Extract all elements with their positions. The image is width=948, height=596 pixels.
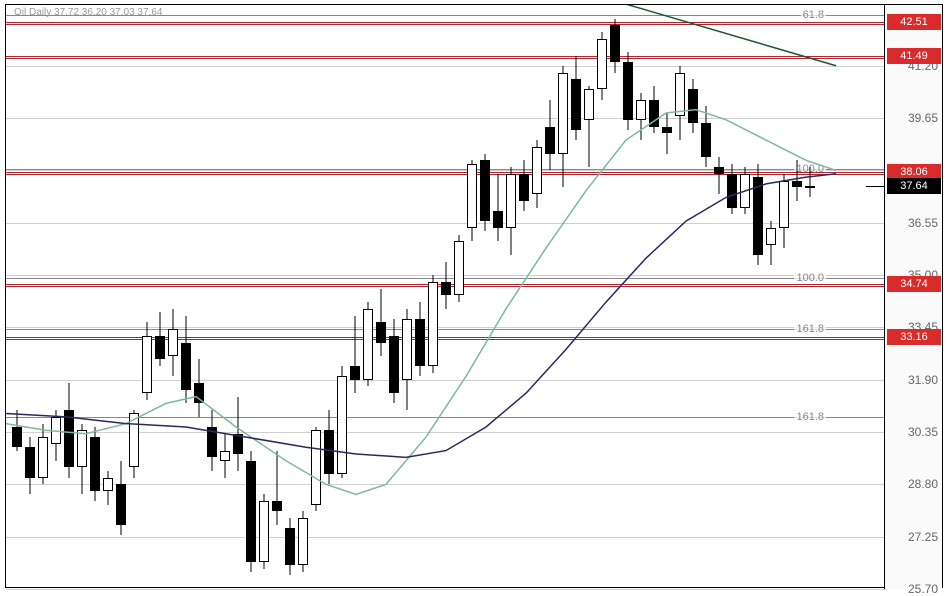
candle	[532, 5, 542, 589]
candle	[38, 5, 48, 589]
chart-area[interactable]: 61.8100.0100.0161.8161.8	[6, 5, 886, 589]
candle	[103, 5, 113, 589]
candle	[116, 5, 126, 589]
candle	[324, 5, 334, 589]
candle	[623, 5, 633, 589]
candle	[571, 5, 581, 589]
candle	[194, 5, 204, 589]
candle	[805, 5, 815, 589]
y-tick-label: 31.90	[908, 373, 938, 387]
candle	[363, 5, 373, 589]
candle	[168, 5, 178, 589]
candle	[64, 5, 74, 589]
candle	[519, 5, 529, 589]
candle	[467, 5, 477, 589]
candle	[233, 5, 243, 589]
candle	[298, 5, 308, 589]
candle	[766, 5, 776, 589]
candle	[701, 5, 711, 589]
candle	[441, 5, 451, 589]
current-price-label: 37.64	[887, 178, 941, 194]
candle	[688, 5, 698, 589]
candle	[506, 5, 516, 589]
candle	[415, 5, 425, 589]
candle	[714, 5, 724, 589]
candle	[649, 5, 659, 589]
candle	[558, 5, 568, 589]
candle	[12, 5, 22, 589]
y-tick-label: 39.65	[908, 111, 938, 125]
candle	[51, 5, 61, 589]
price-level-label: 41.49	[887, 48, 941, 64]
y-tick-label: 27.25	[908, 530, 938, 544]
candle	[428, 5, 438, 589]
candle	[610, 5, 620, 589]
candle	[753, 5, 763, 589]
candle	[25, 5, 35, 589]
candle	[285, 5, 295, 589]
candle	[454, 5, 464, 589]
candle	[181, 5, 191, 589]
price-level-label: 42.51	[887, 14, 941, 30]
candle	[675, 5, 685, 589]
price-level-label: 33.16	[887, 329, 941, 345]
candle	[493, 5, 503, 589]
chart-container: Oil Daily 37.72 36.20 37.03 37.64 61.810…	[5, 4, 943, 588]
y-tick-label: 25.70	[908, 582, 938, 596]
candle	[584, 5, 594, 589]
candle	[259, 5, 269, 589]
candle	[129, 5, 139, 589]
candle	[545, 5, 555, 589]
candle	[77, 5, 87, 589]
price-level-label: 34.74	[887, 276, 941, 292]
candle	[376, 5, 386, 589]
y-axis: 25.7027.2528.8030.3531.9033.4535.0036.55…	[884, 5, 942, 589]
current-price-line	[866, 186, 886, 187]
candle	[311, 5, 321, 589]
y-tick-label: 36.55	[908, 216, 938, 230]
candle	[272, 5, 282, 589]
y-tick-label: 28.80	[908, 477, 938, 491]
candle	[389, 5, 399, 589]
candle	[155, 5, 165, 589]
chart-title: Oil Daily 37.72 36.20 37.03 37.64	[14, 7, 162, 18]
candle	[207, 5, 217, 589]
candle	[337, 5, 347, 589]
candle	[220, 5, 230, 589]
grid-line	[6, 589, 886, 590]
candle	[90, 5, 100, 589]
y-tick-label: 30.35	[908, 425, 938, 439]
candle	[246, 5, 256, 589]
candle	[350, 5, 360, 589]
candle	[402, 5, 412, 589]
candle	[142, 5, 152, 589]
candle	[740, 5, 750, 589]
candle	[662, 5, 672, 589]
candle	[779, 5, 789, 589]
candle	[792, 5, 802, 589]
candle	[636, 5, 646, 589]
candle	[480, 5, 490, 589]
candle	[597, 5, 607, 589]
candle	[727, 5, 737, 589]
